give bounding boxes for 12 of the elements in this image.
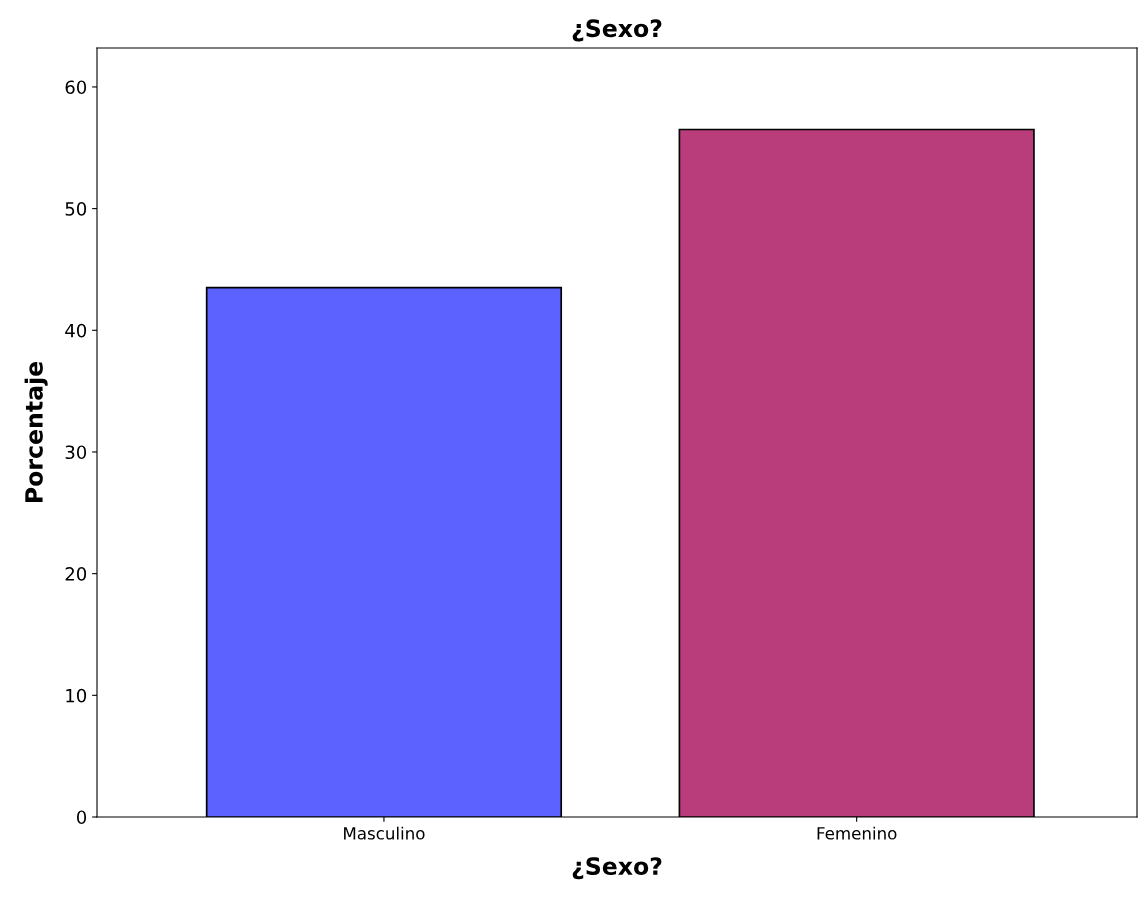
y-axis-title: Porcentaje bbox=[24, 361, 48, 502]
y-tick-label: 0 bbox=[76, 810, 87, 825]
y-tick-label: 40 bbox=[65, 323, 87, 338]
y-tick-label: 60 bbox=[65, 80, 87, 95]
y-tick-label: 30 bbox=[65, 445, 87, 460]
x-axis-title: ¿Sexo? bbox=[572, 857, 662, 880]
x-tick-label: Masculino bbox=[344, 826, 425, 840]
y-tick-label: 50 bbox=[65, 202, 87, 216]
y-tick-label: 20 bbox=[65, 567, 87, 581]
x-tick-label: Femenino bbox=[817, 826, 897, 840]
chart-title: ¿Sexo? bbox=[572, 19, 662, 42]
y-tick-label: 10 bbox=[66, 688, 87, 703]
